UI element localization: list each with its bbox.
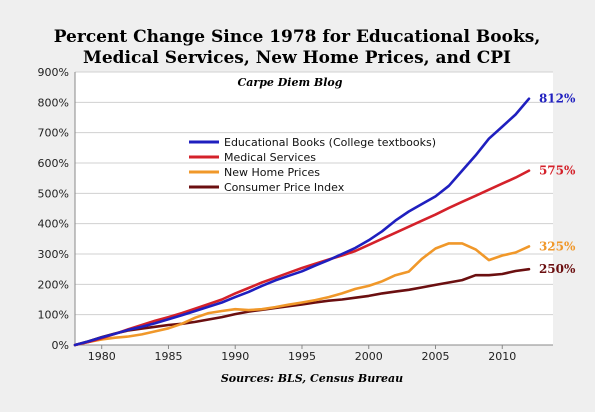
y-tick-label: 0%	[52, 339, 69, 352]
end-value-label: 575%	[539, 164, 576, 178]
end-value-label: 250%	[539, 262, 576, 276]
legend-label: Educational Books (College textbooks)	[224, 136, 436, 149]
x-axis-ticks: 1980 1985 1990 1995 2000 2005 2010	[88, 345, 516, 363]
chart-source: Sources: BLS, Census Bureau	[221, 372, 403, 385]
chart-title-line-1: Percent Change Since 1978 for Educationa…	[54, 27, 541, 47]
series-lines	[73, 97, 531, 347]
y-tick-label: 100%	[38, 309, 69, 322]
x-tick-label: 1980	[88, 350, 116, 363]
series-line	[73, 242, 531, 347]
x-tick-label: 2005	[422, 350, 450, 363]
end-labels: 812% 575% 325% 250%	[539, 92, 576, 276]
y-tick-label: 900%	[38, 66, 69, 79]
legend: Educational Books (College textbooks) Med…	[189, 136, 436, 194]
x-tick-label: 1990	[221, 350, 249, 363]
y-tick-label: 600%	[38, 157, 69, 170]
x-tick-label: 2010	[488, 350, 516, 363]
y-axis-tick-labels: 0% 100% 200% 300% 400% 500% 600% 700% 800% 900%	[38, 66, 69, 352]
legend-label: Medical Services	[224, 151, 316, 164]
y-tick-label: 300%	[38, 248, 69, 261]
legend-label: New Home Prices	[224, 166, 320, 179]
chart-subtitle: Carpe Diem Blog	[238, 76, 343, 89]
y-tick-label: 500%	[38, 187, 69, 200]
x-tick-label: 1995	[288, 350, 316, 363]
chart-title-line-2: Medical Services, New Home Prices, and C…	[83, 48, 511, 68]
series-line	[73, 97, 531, 347]
gridlines	[75, 71, 553, 316]
y-tick-label: 800%	[38, 96, 69, 109]
series-line	[73, 169, 531, 347]
end-value-label: 325%	[539, 239, 576, 253]
series-line	[73, 267, 531, 347]
x-tick-label: 1985	[154, 350, 182, 363]
x-tick-label: 2000	[355, 350, 383, 363]
legend-label: Consumer Price Index	[224, 181, 345, 194]
y-tick-label: 200%	[38, 278, 69, 291]
end-value-label: 812%	[539, 92, 576, 106]
y-tick-label: 400%	[38, 218, 69, 231]
plot-area	[75, 72, 553, 345]
y-tick-label: 700%	[38, 127, 69, 140]
